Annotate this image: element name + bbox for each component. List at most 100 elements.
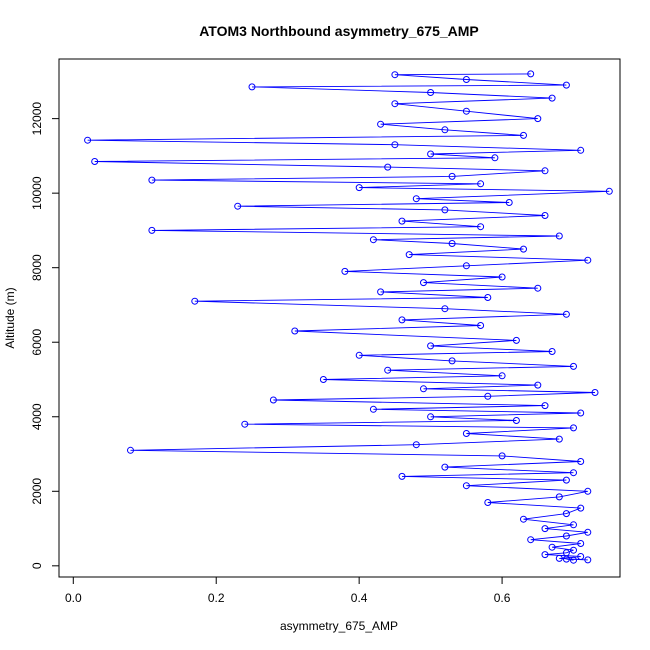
data-point [369,405,377,413]
series-line [87,73,610,561]
data-point [562,310,570,318]
data-point [427,150,435,158]
data-point [420,279,427,287]
data-point [412,195,420,203]
data-point [541,212,549,219]
data-point [541,551,549,559]
data-point [555,232,563,240]
data-point [462,262,470,270]
data-point [441,463,449,471]
data-point [577,553,585,560]
data-point [377,288,385,296]
x-axis-label: asymmetry_675_AMP [280,619,398,633]
data-point [505,199,513,206]
data-point [477,180,485,188]
data-point [534,381,542,389]
data-point [91,158,99,165]
data-point [534,284,542,292]
data-point [398,316,406,324]
data-point [148,176,156,184]
data-point [498,273,506,281]
y-tick-label: 6000 [30,329,44,356]
data-point [441,126,449,134]
data-point [448,240,456,247]
data-point [269,396,277,404]
data-point [577,409,585,417]
data-point [448,357,456,365]
data-point [291,327,299,335]
data-point [477,322,485,329]
data-point [520,131,527,139]
data-point [441,305,449,313]
data-point [498,452,506,460]
plot-frame [58,58,621,578]
data-point [577,540,585,547]
y-axis-label: Altitude (m) [3,287,17,348]
data-point [555,554,563,562]
x-tick-label: 0.6 [494,591,511,605]
y-tick-label: 0 [30,562,44,569]
data-point [562,81,570,89]
y-tick-label: 4000 [30,403,44,430]
data-point [577,146,585,154]
data-point [562,532,570,540]
y-tick-label: 10000 [30,176,44,210]
data-point [384,163,392,171]
data-point [520,515,527,523]
y-tick-label: 12000 [30,102,44,136]
data-point [234,202,242,210]
y-tick-label: 8000 [30,254,44,281]
data-point [462,76,470,83]
x-tick-label: 0.4 [351,591,368,605]
data-point [427,342,435,350]
data-point [369,236,377,244]
data-point [584,528,592,536]
data-point [570,546,577,554]
data-point [512,417,520,424]
data-point [405,251,413,259]
data-point [398,217,406,225]
x-axis: 0.0 0.2 0.4 0.6 [65,577,511,605]
chart-title: ATOM3 Northbound asymmetry_675_AMP [199,23,479,39]
data-point [548,543,556,551]
data-point [384,366,392,374]
data-point [398,472,406,480]
data-point [577,504,585,512]
data-point [355,351,363,359]
data-point [427,89,435,96]
data-point [541,402,549,410]
data-point [548,94,556,102]
data-point [319,376,327,383]
data-point [570,362,577,370]
data-point [420,385,427,393]
data-point [484,294,492,301]
data-point [605,187,613,195]
data-point [534,115,542,123]
data-point [591,389,599,396]
x-tick-label: 0.0 [65,591,82,605]
data-point [241,420,249,428]
data-point [527,70,535,78]
data-point [577,458,585,465]
data-point [391,141,399,149]
data-point [127,446,134,454]
data-point [498,372,506,380]
data-point [412,441,420,449]
data-point [355,184,363,192]
series-layer [84,70,613,564]
data-point [584,487,592,495]
data-point [248,83,256,91]
y-axis: 0 2000 4000 6000 8000 10000 12000 [30,102,59,569]
data-point [520,245,527,253]
data-point [570,556,577,564]
data-point [462,107,470,115]
data-point [555,435,563,443]
x-tick-label: 0.2 [208,591,225,605]
data-point [84,136,92,144]
data-point [484,392,492,400]
data-point [555,493,563,501]
data-point [584,556,592,564]
data-point [541,525,549,533]
data-point [441,206,449,214]
